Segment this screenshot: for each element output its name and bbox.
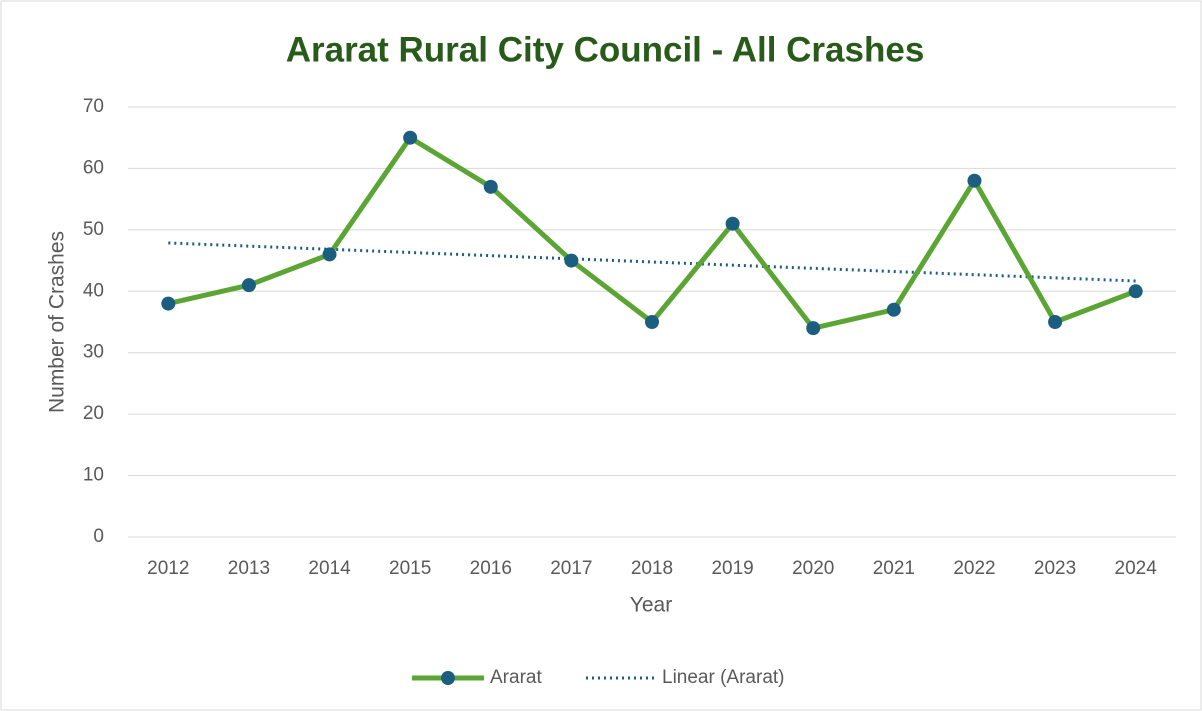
data-point: [241, 278, 256, 293]
data-point: [1048, 315, 1063, 329]
y-tick-label: 70: [83, 96, 104, 117]
y-tick-label: 10: [83, 465, 104, 486]
legend-label: Linear (Ararat): [662, 667, 785, 688]
data-point: [322, 247, 337, 262]
data-point: [886, 302, 901, 317]
x-tick-label: 2018: [631, 558, 673, 579]
y-tick-label: 20: [83, 403, 104, 424]
x-tick-label: 2012: [147, 558, 189, 579]
chart-title: Ararat Rural City Council - All Crashes: [286, 30, 925, 69]
legend-marker: [441, 671, 455, 685]
x-tick-label: 2023: [1034, 558, 1076, 579]
x-tick-label: 2024: [1115, 558, 1158, 579]
y-tick-label: 0: [93, 526, 104, 547]
y-tick-label: 50: [83, 219, 104, 240]
legend-label: Ararat: [490, 667, 542, 688]
x-tick-label: 2021: [873, 558, 915, 579]
data-point: [645, 315, 659, 329]
data-point: [483, 179, 498, 194]
x-tick-label: 2017: [550, 558, 592, 579]
x-tick-label: 2019: [711, 558, 753, 579]
data-point: [564, 253, 579, 268]
x-axis-label: Year: [630, 594, 672, 617]
x-tick-label: 2014: [308, 558, 351, 579]
x-tick-label: 2022: [953, 558, 995, 579]
y-tick-label: 40: [83, 280, 104, 301]
data-point: [725, 216, 740, 231]
y-tick-label: 60: [83, 157, 104, 178]
data-point: [1128, 284, 1143, 299]
data-point: [806, 321, 821, 336]
x-tick-label: 2020: [792, 558, 834, 579]
data-point: [161, 296, 176, 311]
x-tick-label: 2015: [389, 558, 431, 579]
y-axis-label: Number of Crashes: [46, 231, 69, 413]
data-point: [403, 130, 418, 145]
data-point: [967, 173, 982, 188]
x-tick-label: 2016: [470, 558, 512, 579]
y-tick-label: 30: [83, 342, 104, 363]
x-tick-label: 2013: [228, 558, 270, 579]
